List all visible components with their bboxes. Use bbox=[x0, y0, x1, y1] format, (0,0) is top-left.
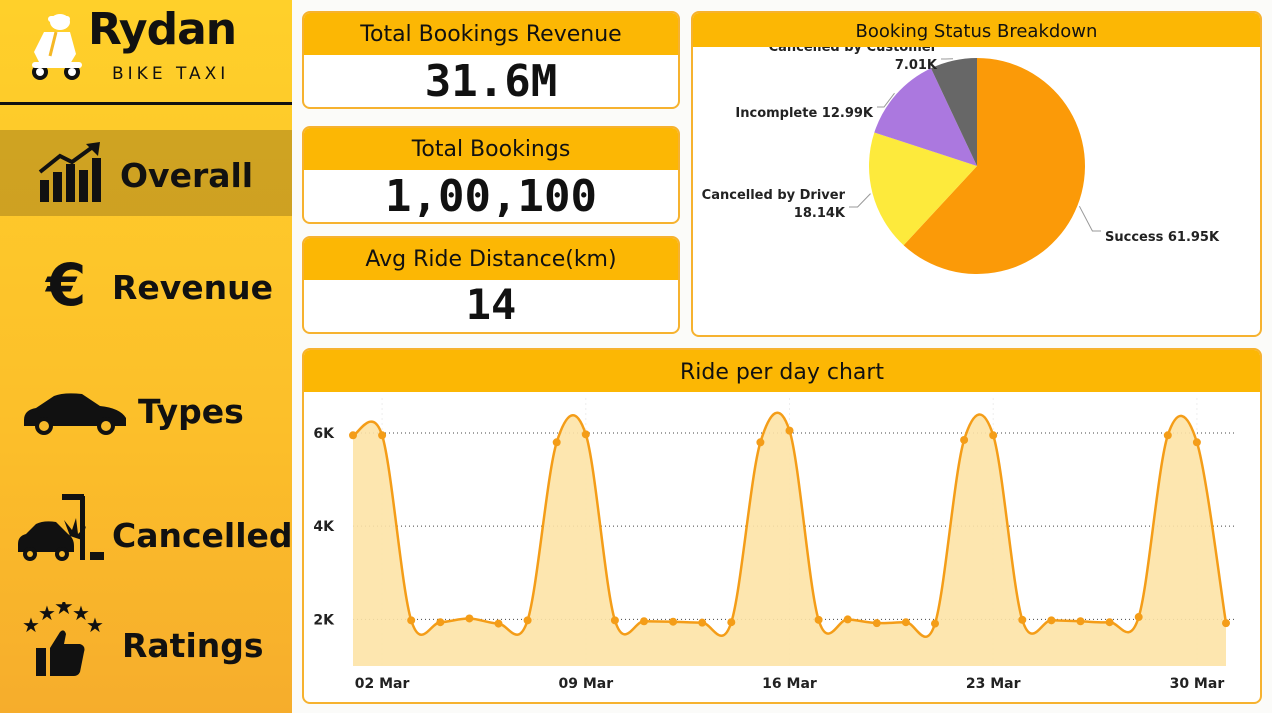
nav-label-ratings: Ratings bbox=[122, 626, 264, 665]
car-crash-icon bbox=[18, 494, 104, 561]
nav-item-ratings[interactable]: ★ ★ ★ ★ ★ Ratings bbox=[0, 602, 292, 688]
ride-data-point[interactable] bbox=[960, 435, 969, 444]
ride-data-point[interactable] bbox=[1192, 438, 1201, 447]
ride-data-point[interactable] bbox=[349, 431, 357, 440]
ride-per-day-area-chart: 2K 4K 6K 02 Mar 09 Mar 16 Mar 23 Mar 30 Mar bbox=[313, 398, 1236, 692]
ride-data-point[interactable] bbox=[1163, 431, 1172, 440]
kpi-title-distance: Avg Ride Distance(km) bbox=[304, 238, 678, 280]
ride-line-series bbox=[352, 411, 1228, 639]
ride-data-point[interactable] bbox=[785, 426, 794, 435]
ride-data-point[interactable] bbox=[843, 615, 852, 624]
booking-status-card: Booking Status Breakdown Success 61.95K C… bbox=[691, 11, 1262, 337]
kpi-value-bookings: 1,00,100 bbox=[385, 171, 597, 222]
x-tick-label: 30 Mar bbox=[1170, 676, 1225, 692]
x-tick-label: 09 Mar bbox=[558, 676, 613, 692]
pie-leader-line bbox=[1078, 205, 1101, 232]
logo-divider bbox=[0, 102, 292, 105]
nav-label-types: Types bbox=[138, 392, 244, 431]
svg-text:★: ★ bbox=[72, 602, 90, 625]
kpi-title-bookings: Total Bookings bbox=[304, 128, 678, 170]
nav-label-cancelled: Cancelled bbox=[112, 516, 293, 555]
line-chart-title: Ride per day chart bbox=[304, 350, 1260, 392]
kpi-card-bookings: Total Bookings 1,00,100 bbox=[302, 126, 680, 224]
pie-slice-incomplete[interactable] bbox=[874, 68, 977, 166]
x-tick-label: 02 Mar bbox=[355, 676, 410, 692]
kpi-value-revenue: 31.6M bbox=[424, 56, 558, 107]
ride-data-point[interactable] bbox=[931, 619, 939, 628]
pie-slice-success[interactable] bbox=[903, 58, 1085, 274]
nav-item-revenue[interactable]: € Revenue bbox=[0, 244, 292, 330]
pie-data-label: Cancelled by Customer bbox=[769, 47, 938, 55]
ride-data-point[interactable] bbox=[610, 616, 619, 625]
ride-data-point[interactable] bbox=[901, 618, 910, 627]
kpi-card-distance: Avg Ride Distance(km) 14 bbox=[302, 236, 680, 334]
scooter-rider-logo-icon bbox=[32, 14, 82, 80]
pie-data-label: Incomplete 12.99K bbox=[735, 106, 874, 121]
euro-icon: € bbox=[46, 251, 87, 319]
pie-data-label: 7.01K bbox=[895, 58, 938, 73]
sidebar: Rydan BIKE TAXI Overall € Revenue Types bbox=[0, 0, 293, 713]
nav-label-revenue: Revenue bbox=[112, 268, 274, 307]
ride-data-point[interactable] bbox=[1076, 617, 1085, 626]
ride-per-day-card: Ride per day chart 2K 4K 6K 02 Mar 09 Mar 16 … bbox=[302, 348, 1262, 704]
svg-text:★: ★ bbox=[38, 602, 56, 625]
ride-data-point[interactable] bbox=[465, 614, 474, 623]
ride-data-point[interactable] bbox=[378, 431, 387, 440]
y-tick-label: 2K bbox=[313, 612, 335, 628]
x-tick-label: 23 Mar bbox=[966, 676, 1021, 692]
booking-status-pie-chart: Success 61.95K Cancelled by Driver 18.14K I… bbox=[702, 47, 1220, 274]
ride-data-point[interactable] bbox=[814, 615, 823, 624]
ride-data-point[interactable] bbox=[640, 617, 648, 626]
brand-tagline: BIKE TAXI bbox=[112, 64, 230, 84]
pie-data-label: Success 61.95K bbox=[1105, 230, 1220, 245]
ride-data-point[interactable] bbox=[989, 431, 998, 440]
ride-data-point[interactable] bbox=[523, 616, 532, 625]
ride-area-fill bbox=[353, 412, 1226, 666]
svg-text:★: ★ bbox=[86, 613, 104, 637]
kpi-card-revenue: Total Bookings Revenue 31.6M bbox=[302, 11, 680, 109]
ride-data-point[interactable] bbox=[1047, 616, 1056, 625]
ride-data-point[interactable] bbox=[407, 616, 416, 625]
y-tick-label: 6K bbox=[313, 426, 335, 442]
thumbs-up-stars-icon: ★ ★ ★ ★ ★ bbox=[22, 602, 104, 676]
pie-slice-cancelled-by-driver[interactable] bbox=[868, 132, 977, 246]
pie-chart-title: Booking Status Breakdown bbox=[693, 13, 1260, 47]
ride-data-point[interactable] bbox=[872, 619, 881, 628]
nav-item-cancelled[interactable]: Cancelled bbox=[0, 492, 293, 578]
brand-logo: Rydan BIKE TAXI bbox=[0, 0, 292, 105]
svg-text:★: ★ bbox=[54, 602, 74, 620]
bar-chart-growth-icon bbox=[38, 142, 101, 202]
ride-data-point[interactable] bbox=[581, 430, 590, 439]
ride-data-point[interactable] bbox=[436, 618, 445, 627]
ride-data-point[interactable] bbox=[1018, 615, 1027, 624]
ride-data-point[interactable] bbox=[1222, 619, 1230, 628]
ride-data-point[interactable] bbox=[669, 617, 678, 626]
pie-leader-line bbox=[849, 193, 871, 208]
ride-data-point[interactable] bbox=[756, 438, 765, 447]
nav-label-overall: Overall bbox=[120, 156, 254, 195]
ride-data-point[interactable] bbox=[698, 618, 707, 627]
ride-data-point[interactable] bbox=[552, 438, 561, 447]
x-tick-label: 16 Mar bbox=[762, 676, 817, 692]
kpi-title-revenue: Total Bookings Revenue bbox=[304, 13, 678, 55]
nav-item-types[interactable]: Types bbox=[0, 370, 292, 456]
pie-data-label: Cancelled by Driver bbox=[702, 188, 846, 203]
pie-leader-line bbox=[877, 92, 895, 108]
ride-data-point[interactable] bbox=[1134, 613, 1143, 622]
pie-data-label: 18.14K bbox=[794, 206, 846, 221]
pie-slice-cancelled-by-customer[interactable] bbox=[930, 58, 977, 166]
svg-text:★: ★ bbox=[22, 613, 40, 637]
brand-name: Rydan bbox=[88, 4, 237, 55]
car-icon bbox=[24, 393, 126, 435]
y-tick-label: 4K bbox=[313, 519, 335, 535]
kpi-value-distance: 14 bbox=[465, 280, 517, 329]
nav-item-overall[interactable]: Overall bbox=[0, 130, 292, 216]
ride-data-point[interactable] bbox=[1105, 618, 1114, 627]
ride-data-point[interactable] bbox=[727, 618, 736, 627]
ride-data-point[interactable] bbox=[494, 619, 503, 628]
